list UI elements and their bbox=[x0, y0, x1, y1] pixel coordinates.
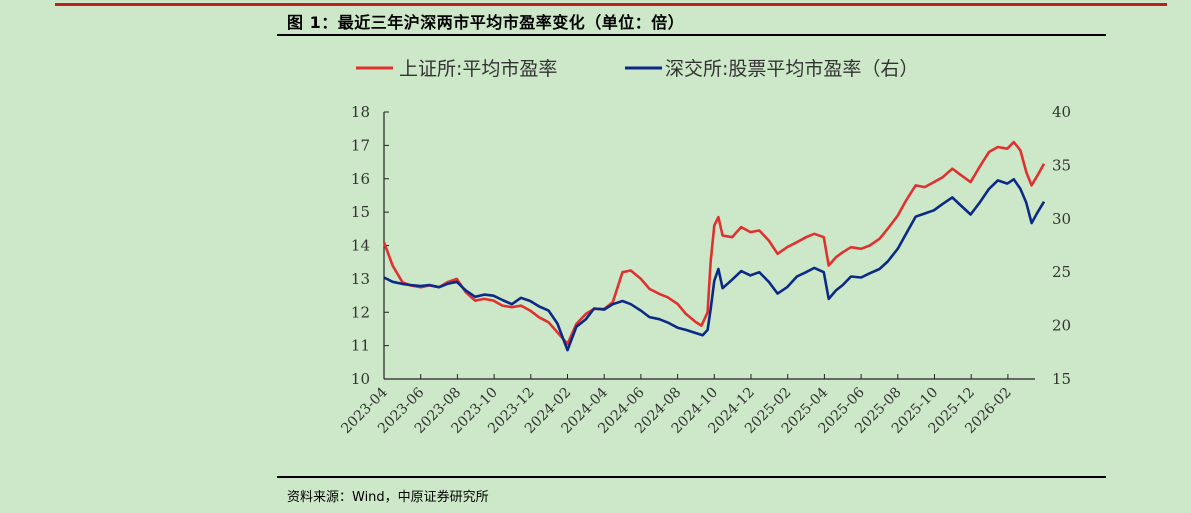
right-axis-tick-label: 20 bbox=[1052, 317, 1071, 335]
left-axis-tick-label: 17 bbox=[351, 136, 370, 154]
top-accent-rule bbox=[55, 3, 1167, 6]
left-axis-tick-label: 16 bbox=[351, 170, 370, 188]
right-axis-tick-label: 25 bbox=[1052, 263, 1071, 281]
right-axis-tick-label: 35 bbox=[1052, 156, 1071, 174]
caption-divider bbox=[277, 34, 1106, 36]
series-line-shenzhen-pe bbox=[383, 178, 1046, 352]
right-axis-tick-label: 30 bbox=[1052, 210, 1071, 228]
left-axis-tick-label: 13 bbox=[351, 270, 370, 288]
series-line-shanghai-pe bbox=[382, 140, 1046, 346]
figure-caption: 图 1：最近三年沪深两市平均市盈率变化（单位：倍） bbox=[287, 13, 685, 32]
left-axis-tick-label: 18 bbox=[351, 103, 370, 121]
left-axis-tick-label: 15 bbox=[351, 203, 370, 221]
legend-label: 深交所:股票平均市盈率（右） bbox=[665, 58, 918, 80]
left-axis-tick-label: 12 bbox=[351, 303, 370, 321]
left-axis-tick-label: 10 bbox=[351, 370, 370, 388]
source-divider bbox=[277, 476, 1106, 478]
left-axis-tick-label: 14 bbox=[351, 237, 370, 255]
right-axis-tick-label: 15 bbox=[1052, 370, 1071, 388]
legend-label: 上证所:平均市盈率 bbox=[399, 58, 557, 80]
right-axis-tick-label: 40 bbox=[1052, 103, 1071, 121]
left-axis-tick-label: 11 bbox=[351, 337, 370, 355]
figure-source: 资料来源：Wind，中原证券研究所 bbox=[287, 490, 489, 505]
